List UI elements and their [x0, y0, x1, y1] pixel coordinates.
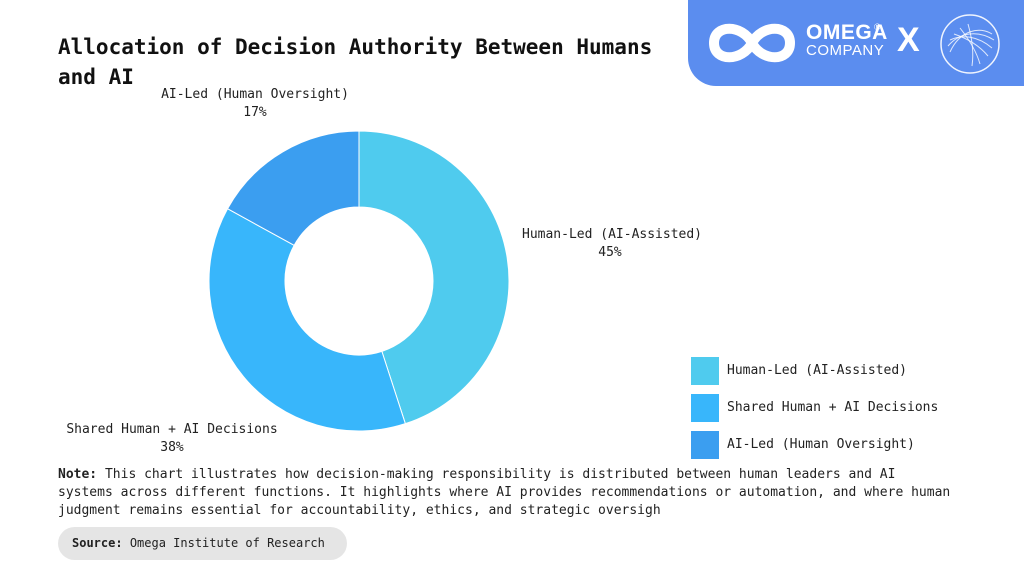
- chart-note: Note: This chart illustrates how decisio…: [58, 466, 958, 520]
- slice-label-human-led: Human-Led (AI-Assisted) 45%: [522, 226, 703, 262]
- slice-label-value: 17%: [243, 105, 267, 120]
- chart-legend: Human-Led (AI-Assisted) Shared Human + A…: [691, 352, 938, 463]
- legend-label: Shared Human + AI Decisions: [727, 400, 939, 415]
- note-label: Note:: [58, 467, 98, 482]
- slice-label-shared: Shared Human + AI Decisions 38%: [66, 421, 278, 457]
- infinity-logo-icon: [709, 23, 795, 63]
- slice-label-value: 45%: [598, 245, 622, 260]
- slice-human-led: [358, 130, 510, 425]
- legend-item-shared: Shared Human + AI Decisions: [691, 389, 938, 426]
- legend-swatch: [691, 393, 719, 422]
- legend-item-ai-led: AI-Led (Human Oversight): [691, 426, 938, 463]
- slice-label-value: 38%: [160, 440, 184, 455]
- slice-ai-led: [226, 130, 360, 247]
- brand-separator: X: [897, 21, 920, 59]
- legend-label: Human-Led (AI-Assisted): [727, 363, 908, 378]
- source-badge: Source: Omega Institute of Research: [58, 527, 347, 560]
- slice-label-name: AI-Led (Human Oversight): [161, 87, 349, 102]
- legend-label: AI-Led (Human Oversight): [727, 437, 915, 452]
- slice-label-name: Shared Human + AI Decisions: [66, 422, 278, 437]
- slice-shared: [208, 208, 406, 432]
- chart-title: Allocation of Decision Authority Between…: [58, 35, 653, 89]
- brand-subname: COMPANY: [806, 42, 885, 59]
- legend-item-human-led: Human-Led (AI-Assisted): [691, 352, 938, 389]
- globe-emblem-icon: [940, 14, 1000, 74]
- registered-mark: ®: [874, 22, 881, 32]
- legend-swatch: [691, 356, 719, 385]
- slice-label-name: Human-Led (AI-Assisted): [522, 227, 703, 242]
- slice-label-ai-led: AI-Led (Human Oversight) 17%: [160, 86, 350, 122]
- brand-wordmark: OMEGA COMPANY: [806, 21, 888, 60]
- brand-banner: OMEGA COMPANY ® X: [688, 0, 1024, 86]
- source-text: Omega Institute of Research: [129, 536, 325, 550]
- legend-swatch: [691, 430, 719, 459]
- brand-name: OMEGA: [806, 21, 888, 44]
- source-label: Source:: [72, 536, 123, 550]
- note-text: This chart illustrates how decision-maki…: [58, 467, 951, 518]
